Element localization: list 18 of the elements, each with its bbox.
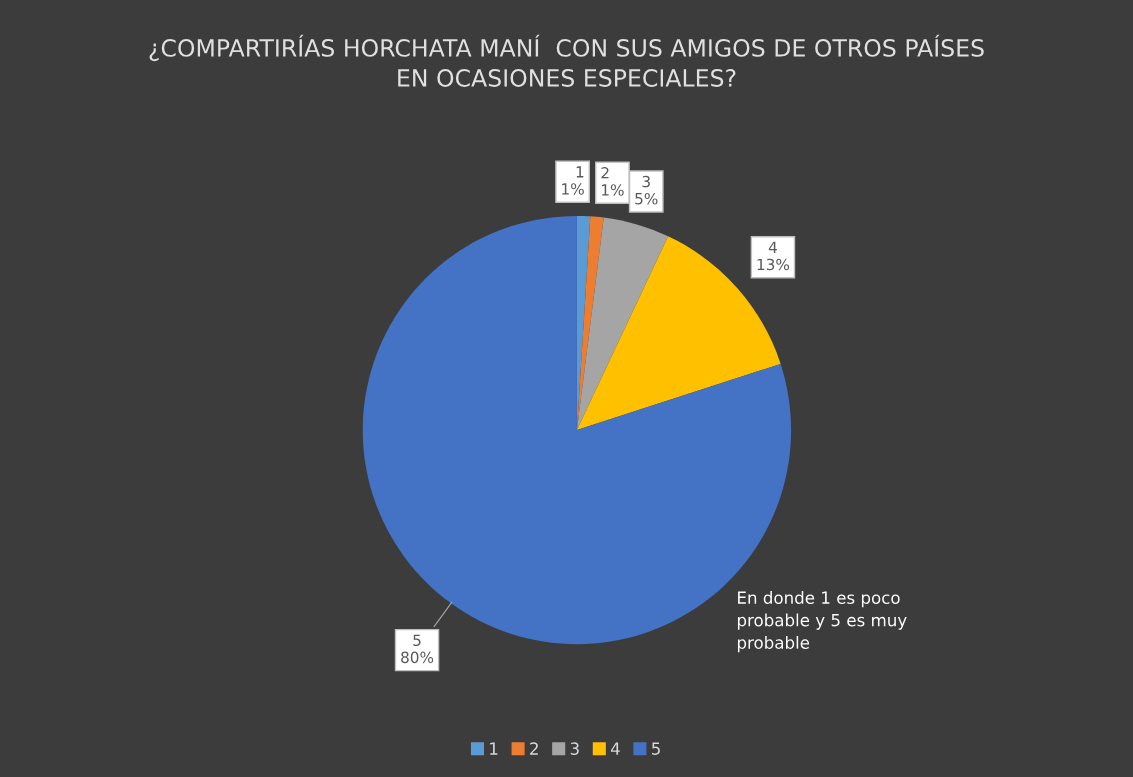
- pie-slice: [576, 217, 669, 431]
- legend-label: 5: [652, 742, 660, 755]
- slice-label: 2: [601, 167, 609, 179]
- legend-label: 4: [610, 742, 620, 755]
- legend-label: 2: [530, 742, 538, 755]
- text: En donde 1 es poco probable y 5 es muy probable: [737, 591, 907, 653]
- slice-label: 1: [576, 166, 584, 178]
- data-label: 1%: [562, 183, 584, 195]
- slice-label: 5: [413, 634, 421, 647]
- data-label: 80%: [401, 651, 434, 664]
- chart-title: ¿COMPARTIRÍAS HORCHATA MANÍ CON SUS AMIGOS DE OTROS PAÍSES EN OCASIONES ESPECIALES?: [149, 34, 984, 87]
- slice-label: 4: [768, 241, 777, 253]
- data-label: 5%: [635, 192, 658, 205]
- data-label: 13%: [757, 258, 790, 271]
- legend-label: 3: [570, 742, 579, 755]
- slice-label: 3: [642, 175, 650, 188]
- data-label: 1%: [601, 184, 624, 196]
- legend-label: 1: [490, 742, 498, 755]
